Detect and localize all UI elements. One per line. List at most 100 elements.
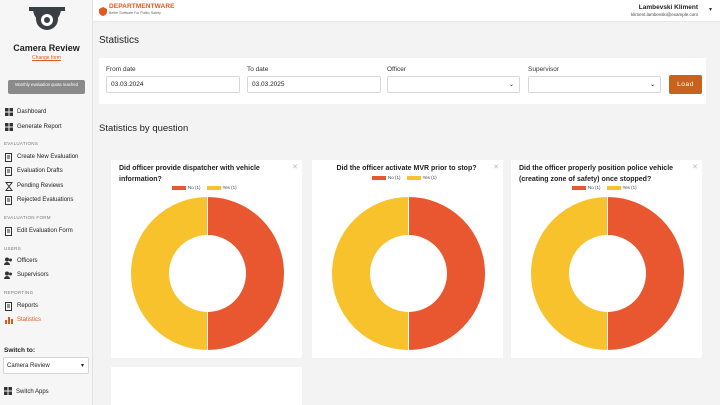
sidebar-item-label: Pending Reviews	[17, 183, 64, 189]
switch-app-select[interactable]: Camera Review ▾	[3, 357, 89, 374]
question-card: Did the officer activate MVR prior to st…	[312, 160, 503, 358]
sidebar-item-generate-report[interactable]: Generate Report	[4, 121, 62, 133]
legend-item-yes[interactable]: Yes (1)	[406, 175, 437, 180]
legend-item-no[interactable]: No (1)	[372, 175, 401, 180]
document-icon	[4, 166, 13, 176]
chevron-down-icon: ⌄	[649, 82, 655, 88]
user-name[interactable]: Lambevski Kliment	[638, 4, 698, 11]
legend-swatch-yes	[606, 185, 621, 190]
sidebar-item-officers[interactable]: Officers	[4, 255, 38, 267]
grid-icon	[4, 387, 12, 397]
legend-swatch-no	[372, 175, 386, 180]
switch-app-value: Camera Review	[7, 362, 50, 369]
donut-slice-yes[interactable]	[331, 196, 409, 351]
from-date-input[interactable]: 03.03.2024	[106, 76, 240, 93]
legend-item-yes[interactable]: Yes (1)	[606, 185, 637, 190]
sidebar: Camera Review Change form Monthly evalua…	[0, 0, 93, 405]
brand-name: DEPARTMENTWARE	[109, 3, 175, 10]
sidebar-item-dashboard[interactable]: Dashboard	[4, 106, 46, 118]
question-card: Did the officer properly position police…	[511, 160, 702, 358]
brand-mark-icon	[99, 3, 107, 21]
legend-swatch-no	[572, 185, 586, 190]
donut-slice-yes[interactable]	[130, 196, 208, 351]
question-title: Did officer provide dispatcher with vehi…	[119, 165, 260, 183]
question-title: Did the officer properly position police…	[519, 165, 674, 183]
section-title: Statistics by question	[99, 123, 189, 134]
sidebar-item-supervisors[interactable]: Supervisors	[4, 269, 49, 281]
donut-slice-no[interactable]	[607, 196, 685, 351]
sidebar-item-reports[interactable]: Reports	[4, 300, 38, 312]
change-form-link[interactable]: Change form	[32, 55, 61, 61]
from-date-label: From date	[106, 66, 136, 73]
question-card	[111, 367, 302, 405]
question-card: Did officer provide dispatcher with vehi…	[111, 160, 302, 358]
chart-legend: No (1) Yes (1)	[372, 175, 443, 180]
sidebar-item-label: Generate Report	[17, 124, 62, 130]
legend-label-yes: Yes (1)	[422, 175, 437, 180]
close-icon[interactable]: ✕	[493, 164, 499, 171]
app-title: Camera Review	[13, 43, 80, 53]
sidebar-item-label: Rejected Evaluations	[17, 197, 74, 203]
chevron-down-icon[interactable]: ▾	[708, 7, 712, 13]
sidebar-item-statistics[interactable]: Statistics	[4, 314, 41, 326]
donut-slice-no[interactable]	[408, 196, 486, 351]
donut-slice-yes[interactable]	[530, 196, 608, 351]
legend-item-no[interactable]: No (1)	[572, 185, 601, 190]
close-icon[interactable]: ✕	[692, 164, 698, 171]
sidebar-item-label: Statistics	[17, 317, 42, 323]
chevron-down-icon: ▾	[80, 363, 84, 369]
sidebar-item-label: Supervisors	[17, 272, 49, 278]
donut-chart	[130, 196, 285, 351]
document-icon	[4, 301, 13, 311]
legend-item-yes[interactable]: Yes (1)	[206, 185, 237, 190]
top-bar: DEPARTMENTWARE Better Software For Publi…	[93, 0, 720, 22]
officer-label: Officer	[387, 66, 407, 73]
sidebar-item-pending-reviews[interactable]: Pending Reviews	[4, 180, 63, 192]
legend-label-no: No (1)	[388, 175, 401, 180]
document-icon	[4, 195, 13, 205]
to-date-label: To date	[247, 66, 269, 73]
brand-logo[interactable]: DEPARTMENTWARE Better Software For Publi…	[99, 3, 175, 21]
user-email: kliment.lambevski@example.com	[631, 12, 698, 17]
sidebar-item-label: Create New Evaluation	[17, 154, 79, 160]
sidebar-item-create-evaluation[interactable]: Create New Evaluation	[4, 151, 78, 163]
section-label-evaluations: EVALUATIONS	[4, 141, 39, 146]
chevron-down-icon: ⌄	[508, 82, 514, 88]
quota-badge: Monthly evaluation quota reached	[8, 80, 85, 94]
supervisor-select[interactable]: ⌄	[528, 76, 661, 93]
page-title: Statistics	[99, 35, 140, 46]
grid-icon	[4, 108, 13, 117]
sidebar-item-label: Evaluation Drafts	[17, 168, 63, 174]
switch-apps-label: Switch Apps	[16, 389, 49, 395]
legend-item-no[interactable]: No (1)	[172, 185, 201, 190]
bar-chart-icon	[4, 316, 13, 325]
officer-select[interactable]: ⌄	[387, 76, 520, 93]
section-label-users: USERS	[4, 246, 22, 251]
switch-apps-button[interactable]: Switch Apps	[4, 387, 49, 397]
grid-icon	[4, 123, 13, 132]
supervisor-label: Supervisor	[528, 66, 560, 73]
sidebar-item-label: Officers	[17, 258, 38, 264]
donut-chart	[331, 196, 486, 351]
sidebar-item-evaluation-drafts[interactable]: Evaluation Drafts	[4, 165, 63, 177]
legend-swatch-yes	[206, 185, 221, 190]
legend-swatch-no	[172, 185, 186, 190]
chart-legend: No (1) Yes (1)	[572, 185, 643, 190]
sidebar-item-edit-evaluation-form[interactable]: Edit Evaluation Form	[4, 225, 73, 237]
to-date-input[interactable]: 03.03.2025	[247, 76, 381, 93]
question-title: Did the officer activate MVR prior to st…	[336, 165, 477, 172]
donut-chart	[530, 196, 685, 351]
document-edit-icon	[4, 226, 13, 236]
legend-label-no: No (1)	[588, 185, 601, 190]
switch-to-label: Switch to:	[4, 347, 36, 354]
legend-label-yes: Yes (1)	[222, 185, 237, 190]
load-button[interactable]: Load	[669, 75, 702, 94]
sidebar-item-label: Reports	[17, 303, 39, 309]
sidebar-item-rejected-evaluations[interactable]: Rejected Evaluations	[4, 194, 73, 206]
camera-logo-icon	[27, 3, 67, 41]
donut-slice-no[interactable]	[207, 196, 285, 351]
legend-label-yes: Yes (1)	[622, 185, 637, 190]
filter-panel: From date 03.03.2024 To date 03.03.2025 …	[99, 58, 706, 104]
legend-label-no: No (1)	[188, 185, 201, 190]
close-icon[interactable]: ✕	[292, 164, 298, 171]
